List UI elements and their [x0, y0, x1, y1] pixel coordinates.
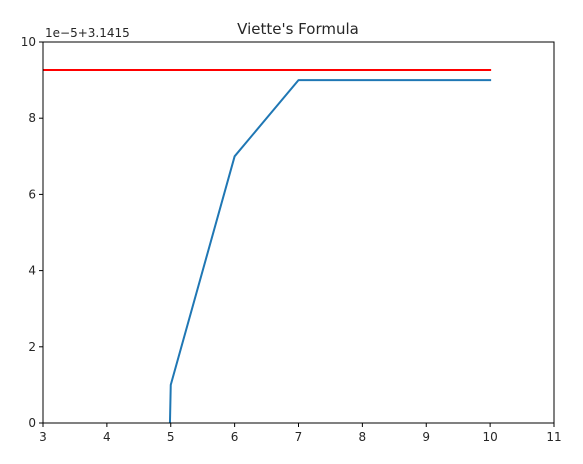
x-tick-label: 9: [422, 430, 430, 444]
x-tick-label: 10: [482, 430, 497, 444]
x-tick-label: 4: [103, 430, 111, 444]
y-offset-label: 1e−5+3.1415: [45, 26, 130, 40]
plot-frame: [42, 41, 555, 424]
y-tick-label: 10: [21, 35, 36, 49]
y-tick-label: 4: [28, 264, 36, 278]
series-line-0: [168, 79, 492, 423]
y-axis: 0 2 4 6 8 10: [21, 35, 43, 430]
x-tick-label: 11: [546, 430, 561, 444]
x-axis: 3 4 5 6 7 8 9 10 11: [39, 423, 562, 444]
series-layer: [43, 69, 492, 423]
x-tick-label: 6: [231, 430, 239, 444]
x-tick-label: 7: [295, 430, 303, 444]
chart-title: Viette's Formula: [237, 20, 359, 38]
y-tick-label: 2: [28, 340, 36, 354]
y-tick-label: 8: [28, 111, 36, 125]
y-tick-label: 0: [28, 416, 36, 430]
y-tick-label: 6: [28, 187, 36, 201]
x-tick-label: 3: [39, 430, 47, 444]
x-tick-label: 8: [359, 430, 367, 444]
x-tick-label: 5: [167, 430, 175, 444]
